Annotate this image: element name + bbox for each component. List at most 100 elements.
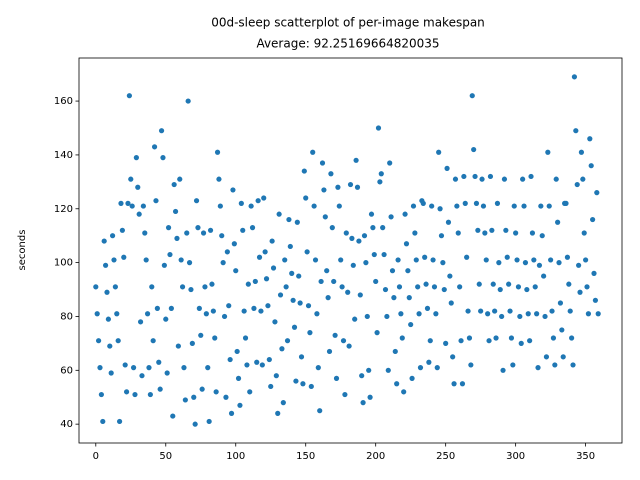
point bbox=[399, 335, 405, 341]
point bbox=[500, 367, 506, 373]
point bbox=[543, 354, 550, 360]
point bbox=[557, 300, 564, 306]
point bbox=[178, 257, 184, 263]
point bbox=[301, 168, 307, 174]
point bbox=[241, 308, 247, 314]
point bbox=[478, 308, 484, 314]
point bbox=[312, 257, 319, 263]
point bbox=[135, 184, 141, 190]
point bbox=[296, 273, 302, 279]
point bbox=[466, 335, 473, 341]
point bbox=[556, 260, 562, 266]
point bbox=[325, 295, 331, 301]
point bbox=[151, 144, 158, 150]
point bbox=[454, 203, 460, 209]
point bbox=[317, 408, 323, 414]
point bbox=[240, 227, 246, 233]
point bbox=[373, 278, 379, 285]
point bbox=[591, 270, 597, 276]
point bbox=[150, 338, 156, 344]
point bbox=[311, 203, 317, 209]
point bbox=[263, 276, 270, 282]
point bbox=[447, 273, 453, 279]
point bbox=[508, 335, 515, 341]
point bbox=[545, 149, 551, 155]
point bbox=[185, 98, 191, 104]
point bbox=[335, 184, 341, 190]
point bbox=[583, 257, 589, 263]
point bbox=[182, 397, 188, 403]
point bbox=[290, 297, 296, 303]
point bbox=[436, 149, 442, 155]
point bbox=[154, 305, 160, 311]
point bbox=[321, 187, 327, 193]
point bbox=[528, 173, 534, 180]
point bbox=[310, 149, 316, 155]
point bbox=[490, 281, 496, 287]
point bbox=[343, 230, 349, 236]
y-axis-label: seconds bbox=[17, 230, 28, 271]
point bbox=[377, 179, 383, 185]
point bbox=[535, 365, 541, 371]
point bbox=[443, 340, 449, 346]
point bbox=[160, 155, 166, 161]
point bbox=[577, 289, 583, 295]
point bbox=[501, 176, 508, 182]
point bbox=[437, 206, 443, 212]
point bbox=[410, 203, 417, 209]
point bbox=[567, 308, 573, 314]
point bbox=[532, 284, 538, 290]
point bbox=[277, 292, 284, 298]
point bbox=[511, 203, 517, 209]
point bbox=[209, 281, 215, 287]
point bbox=[461, 173, 467, 180]
point bbox=[233, 268, 239, 274]
point bbox=[206, 418, 212, 425]
point bbox=[122, 362, 128, 368]
point bbox=[349, 235, 355, 241]
chart-subtitle: Average: 92.25169664820035 bbox=[256, 37, 439, 51]
point bbox=[249, 225, 256, 231]
point bbox=[513, 230, 519, 236]
point bbox=[538, 203, 544, 209]
point bbox=[200, 230, 207, 236]
point bbox=[361, 233, 368, 239]
point bbox=[189, 340, 195, 346]
point bbox=[175, 343, 181, 349]
point bbox=[245, 281, 251, 287]
point bbox=[276, 211, 282, 217]
point bbox=[455, 230, 461, 236]
point bbox=[529, 230, 536, 236]
point bbox=[395, 257, 401, 263]
point bbox=[405, 268, 411, 274]
point bbox=[95, 338, 102, 344]
point bbox=[262, 249, 268, 255]
point bbox=[181, 365, 187, 371]
point bbox=[494, 200, 501, 206]
point bbox=[336, 203, 342, 209]
point bbox=[496, 260, 502, 266]
point bbox=[130, 365, 137, 371]
point bbox=[506, 281, 512, 287]
point bbox=[259, 362, 265, 368]
point bbox=[161, 262, 167, 268]
point bbox=[210, 308, 216, 314]
point bbox=[286, 216, 292, 223]
point bbox=[492, 308, 498, 314]
point bbox=[553, 176, 559, 182]
point bbox=[115, 338, 121, 344]
point bbox=[388, 214, 394, 220]
x-tick-label: 250 bbox=[436, 451, 455, 462]
point bbox=[100, 418, 106, 425]
point bbox=[111, 257, 117, 263]
point bbox=[381, 251, 387, 258]
point bbox=[212, 335, 218, 341]
point bbox=[171, 181, 177, 188]
point bbox=[226, 303, 232, 309]
point bbox=[563, 200, 569, 206]
y-tick-label: 80 bbox=[60, 311, 73, 322]
point bbox=[307, 330, 313, 336]
point bbox=[314, 311, 320, 317]
point bbox=[576, 262, 582, 268]
point bbox=[284, 338, 291, 344]
